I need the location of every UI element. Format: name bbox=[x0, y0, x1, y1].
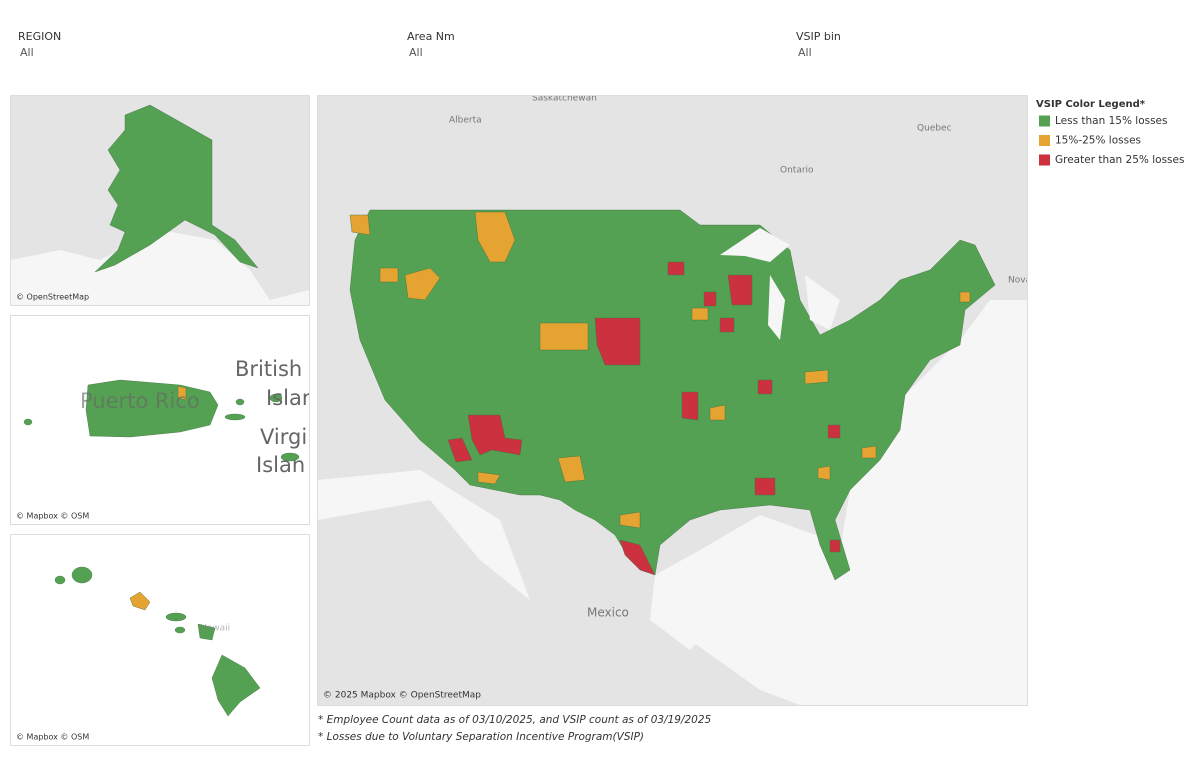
island[interactable] bbox=[174, 626, 186, 634]
main-map: Saskatchewan Alberta Quebec Ontario Nova… bbox=[318, 94, 1031, 705]
map-label: Saskatchewan bbox=[532, 94, 597, 104]
legend-swatch bbox=[1039, 154, 1050, 166]
county[interactable] bbox=[379, 267, 399, 283]
island[interactable] bbox=[197, 623, 216, 641]
county[interactable] bbox=[594, 317, 641, 366]
filter-value[interactable]: All bbox=[20, 46, 34, 59]
island[interactable] bbox=[235, 398, 245, 406]
attribution: © 2025 Mapbox © OpenStreetMap bbox=[323, 691, 481, 701]
county[interactable] bbox=[719, 317, 735, 333]
county[interactable] bbox=[727, 274, 753, 306]
filter-value[interactable]: All bbox=[798, 46, 812, 59]
municipality[interactable] bbox=[177, 385, 187, 401]
legend-label[interactable]: 15%-25% losses bbox=[1055, 135, 1141, 147]
county[interactable] bbox=[754, 477, 776, 496]
water bbox=[318, 470, 530, 600]
island[interactable] bbox=[54, 575, 66, 585]
county[interactable] bbox=[691, 307, 709, 321]
lake bbox=[805, 275, 840, 330]
filter-label: Area Nm bbox=[407, 30, 455, 43]
filter-label: REGION bbox=[18, 30, 61, 43]
county[interactable] bbox=[349, 214, 371, 236]
county[interactable] bbox=[404, 267, 441, 301]
gulf bbox=[650, 515, 840, 650]
county[interactable] bbox=[477, 471, 501, 485]
water bbox=[11, 535, 309, 745]
caribbean-map: Puerto Rico British V Islan Virgi Islan bbox=[11, 316, 324, 524]
map-label: Mexico bbox=[587, 606, 629, 620]
county[interactable] bbox=[827, 424, 841, 439]
county[interactable] bbox=[804, 369, 829, 385]
map-label: Nova bbox=[1008, 276, 1031, 286]
county[interactable] bbox=[757, 379, 773, 395]
attribution: © Mapbox © OSM bbox=[16, 733, 89, 742]
county[interactable] bbox=[681, 391, 699, 421]
panel-border bbox=[317, 95, 1028, 706]
county[interactable] bbox=[557, 455, 586, 483]
alaska[interactable] bbox=[94, 104, 259, 273]
county[interactable] bbox=[447, 437, 473, 463]
attribution: © OpenStreetMap bbox=[16, 293, 89, 302]
island[interactable] bbox=[165, 612, 187, 622]
map-label: Islan bbox=[256, 453, 305, 477]
map-label: Alberta bbox=[449, 116, 482, 126]
map-label: Puerto Rico bbox=[80, 389, 200, 413]
hawaii-map: Hawaii bbox=[11, 535, 309, 745]
legend: VSIP Color Legend* Less than 15% losses 1… bbox=[1036, 99, 1184, 166]
county[interactable] bbox=[959, 291, 971, 303]
county[interactable] bbox=[667, 261, 685, 276]
map-label: Islan bbox=[266, 386, 315, 410]
panel-border bbox=[10, 315, 310, 525]
footnote: * Employee Count data as of 03/10/2025, … bbox=[318, 714, 712, 726]
island[interactable] bbox=[224, 413, 246, 421]
island[interactable] bbox=[129, 591, 151, 611]
county[interactable] bbox=[861, 445, 877, 459]
footnote: * Losses due to Voluntary Separation Inc… bbox=[318, 731, 644, 743]
legend-swatch bbox=[1039, 115, 1050, 127]
county[interactable] bbox=[619, 539, 656, 576]
legend-label[interactable]: Greater than 25% losses bbox=[1055, 154, 1184, 166]
county[interactable] bbox=[817, 465, 831, 481]
lake bbox=[768, 275, 785, 340]
county[interactable] bbox=[703, 291, 717, 307]
legend-label[interactable]: Less than 15% losses bbox=[1055, 115, 1168, 127]
county[interactable] bbox=[474, 211, 516, 263]
map-label: Hawaii bbox=[200, 624, 230, 634]
island[interactable] bbox=[280, 452, 300, 462]
map-label: Virgi bbox=[260, 425, 307, 449]
filter-value[interactable]: All bbox=[409, 46, 423, 59]
legend-swatch bbox=[1039, 135, 1050, 146]
island[interactable] bbox=[71, 566, 93, 584]
legend-title: VSIP Color Legend* bbox=[1036, 99, 1146, 110]
county[interactable] bbox=[467, 414, 523, 456]
county[interactable] bbox=[829, 539, 841, 553]
map-label: Quebec bbox=[917, 124, 952, 134]
map-label: Ontario bbox=[780, 166, 814, 176]
attribution: © Mapbox © OSM bbox=[16, 512, 89, 521]
conus[interactable] bbox=[349, 209, 996, 581]
county[interactable] bbox=[619, 511, 641, 529]
county[interactable] bbox=[709, 404, 726, 421]
map-label: British V bbox=[235, 357, 324, 381]
filter-label: VSIP bin bbox=[796, 30, 841, 43]
island[interactable] bbox=[269, 393, 283, 403]
panel-border bbox=[10, 534, 310, 746]
alaska-map bbox=[11, 96, 309, 305]
lake bbox=[720, 228, 790, 262]
county[interactable] bbox=[539, 322, 589, 351]
panel-border bbox=[10, 95, 310, 306]
island[interactable] bbox=[211, 654, 261, 717]
island[interactable] bbox=[23, 418, 33, 426]
